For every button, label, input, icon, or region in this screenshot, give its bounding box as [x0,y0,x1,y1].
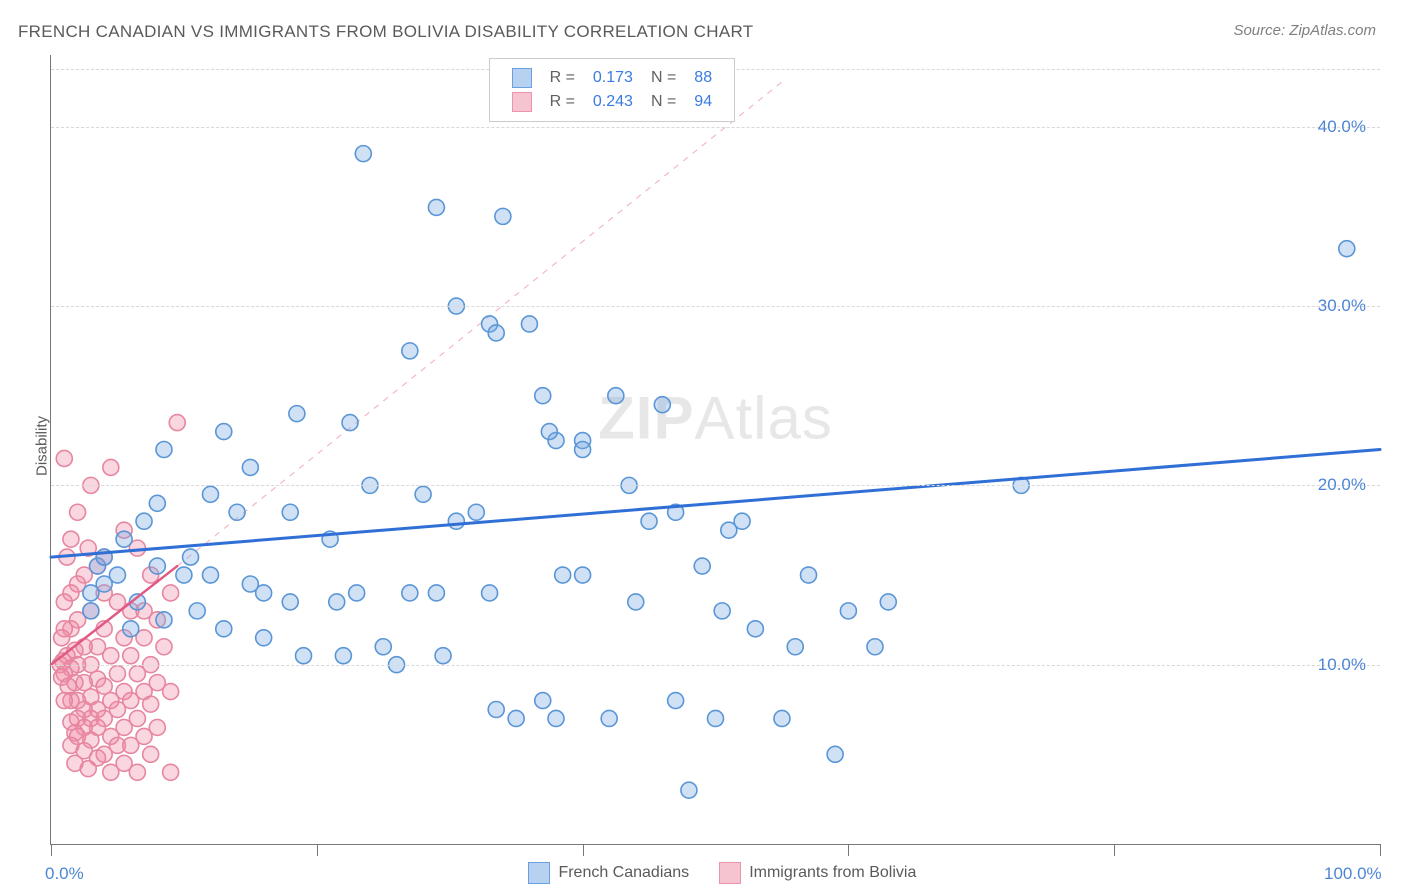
plot-area: ZIPAtlas 10.0%20.0%30.0%40.0% [50,55,1380,845]
stats-swatch [512,92,532,112]
y-tick-label: 10.0% [1318,655,1366,675]
x-tick [51,844,52,856]
x-tick [848,844,849,856]
source-label: Source: ZipAtlas.com [1233,22,1376,39]
legend-swatch [719,862,741,884]
y-tick-label: 40.0% [1318,117,1366,137]
x-tick-label: 0.0% [45,864,84,884]
chart-title: FRENCH CANADIAN VS IMMIGRANTS FROM BOLIV… [18,22,753,42]
x-tick [1380,844,1381,856]
stats-row: R =0.173N =88 [504,67,721,89]
y-tick-label: 30.0% [1318,296,1366,316]
gridline-h [51,306,1380,307]
gridline-h [51,485,1380,486]
legend-label: Immigrants from Bolivia [749,864,916,881]
plot-svg [51,55,1380,844]
legend-bottom: French Canadians Immigrants from Bolivia [528,862,916,884]
y-tick-label: 20.0% [1318,475,1366,495]
stats-legend: R =0.173N =88R =0.243N =94 [489,58,736,122]
x-tick [317,844,318,856]
x-tick [1114,844,1115,856]
legend-swatch [528,862,550,884]
legend-item: Immigrants from Bolivia [719,862,916,884]
x-tick [583,844,584,856]
gridline-h [51,127,1380,128]
legend-label: French Canadians [558,864,689,881]
x-tick-label: 100.0% [1324,864,1382,884]
stats-swatch [512,68,532,88]
stats-row: R =0.243N =94 [504,91,721,113]
y-axis-label: Disability [34,416,51,476]
legend-item: French Canadians [528,862,689,884]
gridline-h [51,665,1380,666]
